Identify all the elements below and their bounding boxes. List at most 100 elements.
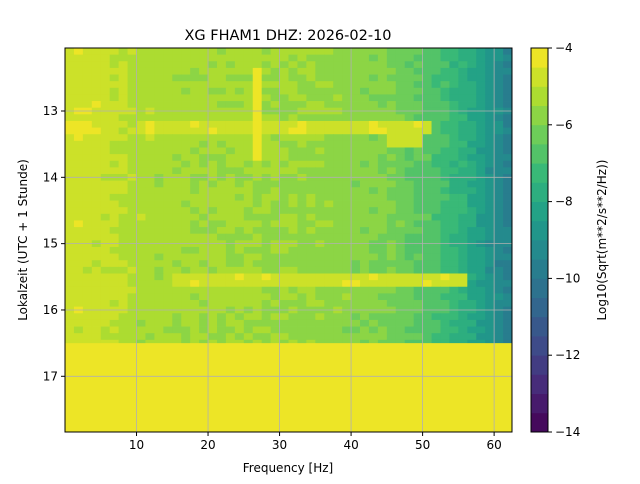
heatmap-cell — [154, 180, 164, 188]
heatmap-cell — [172, 319, 182, 327]
heatmap-cell — [306, 273, 316, 281]
heatmap-cell — [145, 227, 155, 235]
heatmap-cell — [261, 213, 272, 221]
heatmap-cell — [288, 273, 298, 281]
heatmap-cell — [368, 200, 379, 208]
heatmap-cell — [503, 339, 513, 344]
heatmap-cell — [225, 61, 236, 69]
heatmap-cell — [270, 260, 280, 268]
heatmap-cell — [270, 74, 280, 82]
heatmap-cell — [261, 280, 272, 288]
heatmap-cell — [333, 67, 343, 75]
heatmap-cell — [100, 147, 111, 155]
heatmap-cell — [261, 273, 272, 281]
heatmap-cell — [65, 246, 75, 254]
heatmap-cell — [109, 286, 120, 294]
heatmap-cell — [199, 233, 209, 241]
heatmap-cell — [91, 114, 102, 122]
heatmap-cell — [252, 120, 263, 128]
heatmap-cell — [386, 167, 397, 175]
colorbar-level — [531, 86, 548, 106]
heatmap-cell — [360, 134, 370, 142]
heatmap-cell — [476, 167, 486, 175]
heatmap-cell — [333, 193, 343, 201]
heatmap-cell — [225, 87, 236, 95]
heatmap-cell — [163, 160, 173, 168]
heatmap-cell — [368, 101, 379, 109]
heatmap-cell — [109, 300, 120, 308]
heatmap-cell — [458, 339, 468, 344]
heatmap-cell — [225, 227, 236, 235]
heatmap-cell — [118, 227, 128, 235]
heatmap-cell — [395, 61, 406, 69]
heatmap-cell — [279, 74, 289, 82]
heatmap-cell — [324, 213, 334, 221]
heatmap-cell — [190, 134, 200, 142]
heatmap-cell — [118, 339, 128, 344]
heatmap-cell — [172, 114, 182, 122]
heatmap-cell — [431, 180, 441, 188]
heatmap-cell — [136, 207, 146, 215]
heatmap-cell — [476, 213, 486, 221]
heatmap-cell — [181, 74, 191, 82]
heatmap-cell — [279, 300, 289, 308]
heatmap-cell — [181, 300, 191, 308]
heatmap-cell — [404, 213, 415, 221]
heatmap-cell — [163, 266, 173, 274]
heatmap-cell — [503, 313, 513, 321]
heatmap-cell — [118, 233, 128, 241]
heatmap-cell — [360, 127, 370, 135]
heatmap-cell — [476, 160, 486, 168]
heatmap-cell — [440, 180, 450, 188]
heatmap-cell — [65, 167, 75, 175]
heatmap-cell — [261, 293, 272, 301]
heatmap-cell — [252, 74, 263, 82]
heatmap-cell — [181, 200, 191, 208]
heatmap-cell — [306, 280, 316, 288]
heatmap-cell — [431, 319, 441, 327]
heatmap-cell — [449, 180, 459, 188]
heatmap-cell — [342, 74, 352, 82]
heatmap-cell — [243, 207, 254, 215]
heatmap-cell — [494, 319, 504, 327]
heatmap-cell — [225, 167, 236, 175]
heatmap-cell — [503, 140, 513, 148]
heatmap-cell — [351, 120, 361, 128]
heatmap-cell — [368, 87, 379, 95]
heatmap-cell — [73, 200, 84, 208]
heatmap-cell — [190, 280, 200, 288]
heatmap-cell — [377, 127, 388, 135]
heatmap-cell — [422, 167, 432, 175]
heatmap-cell — [297, 167, 307, 175]
heatmap-cell — [225, 200, 236, 208]
heatmap-cell — [279, 160, 289, 168]
heatmap-cell — [145, 220, 155, 228]
heatmap-cell — [216, 280, 227, 288]
heatmap-cell — [333, 253, 343, 261]
heatmap-cell — [395, 253, 406, 261]
heatmap-cell — [172, 87, 182, 95]
heatmap-cell — [324, 134, 334, 142]
heatmap-cell — [404, 280, 415, 288]
heatmap-cell — [485, 187, 495, 195]
heatmap-cell — [118, 140, 128, 148]
heatmap-cell — [109, 213, 120, 221]
heatmap-cell — [127, 246, 137, 254]
heatmap-cell — [65, 313, 75, 321]
heatmap-cell — [65, 87, 75, 95]
heatmap-cell — [65, 101, 75, 109]
heatmap-cell — [145, 293, 155, 301]
heatmap-cell — [324, 193, 334, 201]
heatmap-cell — [73, 207, 84, 215]
heatmap-cell — [65, 54, 75, 62]
heatmap-cell — [458, 319, 468, 327]
heatmap-cell — [91, 300, 102, 308]
heatmap-cell — [458, 67, 468, 75]
heatmap-cell — [404, 246, 415, 254]
heatmap-cell — [118, 81, 128, 89]
heatmap-cell — [100, 101, 111, 109]
heatmap-cell — [368, 167, 379, 175]
heatmap-cell — [154, 220, 164, 228]
heatmap-cell — [100, 246, 111, 254]
heatmap-cell — [279, 339, 289, 344]
